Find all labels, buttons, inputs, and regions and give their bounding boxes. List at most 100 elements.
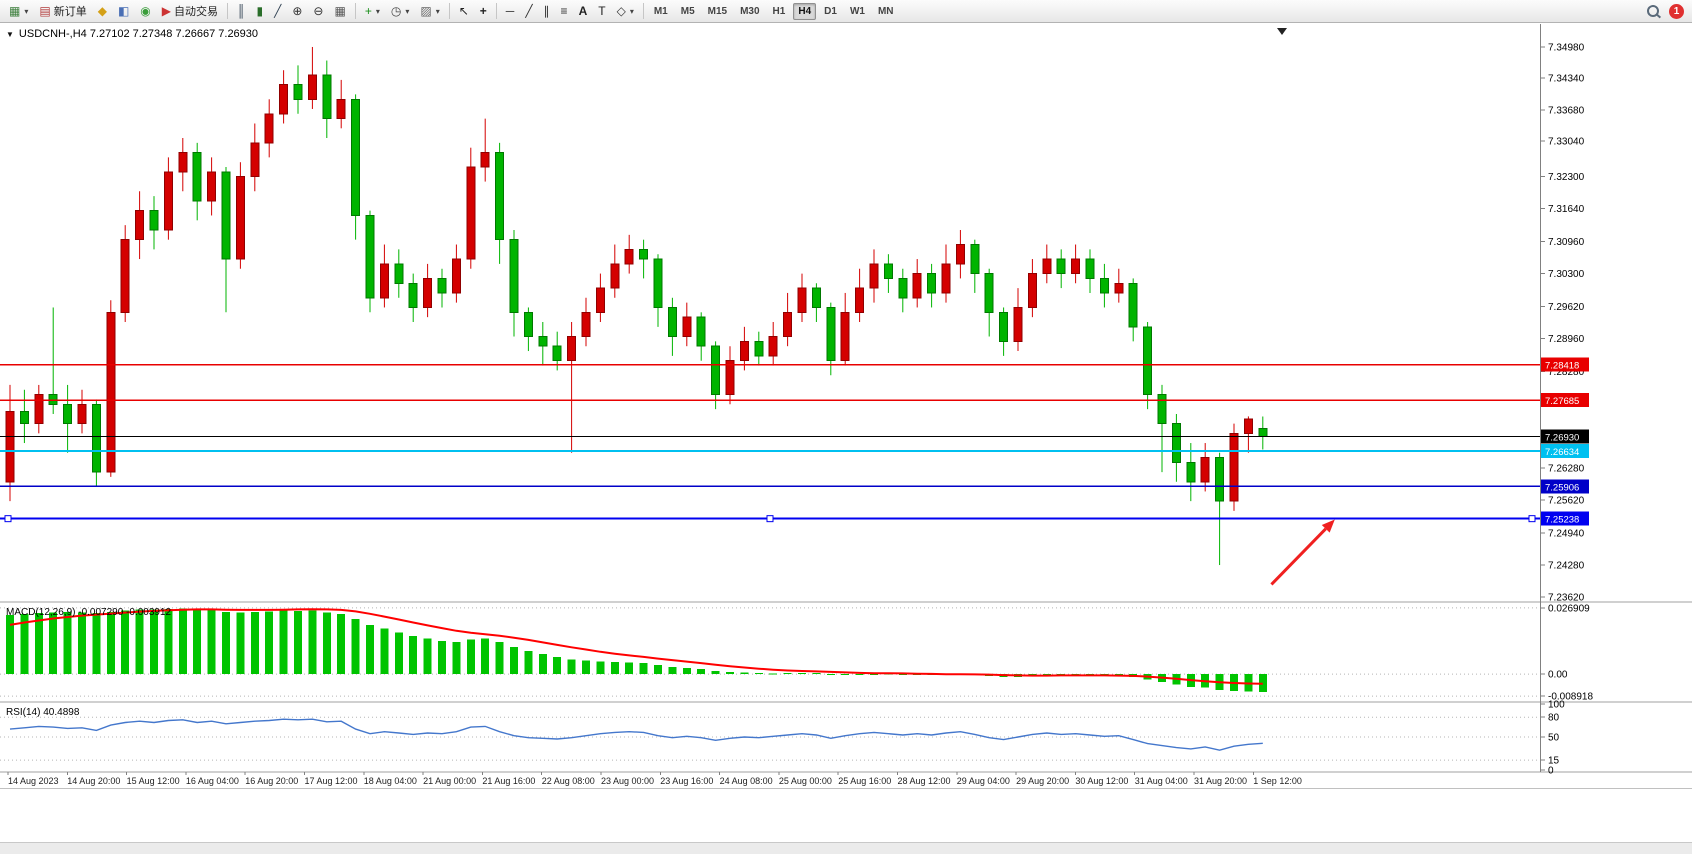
tf-mn-button[interactable]: MN bbox=[877, 5, 894, 17]
macd-signal-line bbox=[9, 608, 1263, 685]
macd-bar bbox=[265, 611, 274, 675]
candle-body bbox=[279, 84, 289, 115]
bar-chart-mode-button[interactable]: ║ bbox=[232, 1, 251, 22]
tf-h1-button[interactable]: H1 bbox=[772, 5, 786, 17]
price-badge-text: 7.26930 bbox=[1545, 433, 1579, 444]
chart-window: 7.34980 7.34340 7.33680 7.33040 7.32300 7.316… bbox=[0, 24, 1692, 790]
shapes-button[interactable]: ◇ ▾ bbox=[612, 1, 639, 22]
chart-window-button[interactable]: ▦ ▾ bbox=[4, 1, 33, 22]
chart-menu-icon[interactable]: ▼ bbox=[6, 29, 14, 39]
candle-body bbox=[1056, 258, 1066, 275]
svg-text:7.31640: 7.31640 bbox=[1548, 204, 1585, 215]
chart-shift-marker[interactable] bbox=[1277, 28, 1287, 35]
zoom-out-button[interactable]: ⊖ bbox=[308, 1, 328, 22]
crosshair-button[interactable]: + bbox=[475, 1, 492, 22]
svg-text:25 Aug 00:00: 25 Aug 00:00 bbox=[779, 776, 832, 786]
cursor-button[interactable]: ↖ bbox=[454, 1, 474, 22]
indicators-button[interactable]: + ▾ bbox=[360, 1, 385, 22]
new-order-button[interactable]: ▤ 新订单 bbox=[34, 1, 91, 22]
candle-body bbox=[595, 287, 605, 313]
candle-body bbox=[207, 171, 217, 202]
channel-button[interactable]: ∥ bbox=[539, 1, 555, 22]
candle-chart-mode-button[interactable]: ▮ bbox=[252, 1, 269, 22]
svg-text:100: 100 bbox=[1548, 700, 1565, 711]
tf-d1-button[interactable]: D1 bbox=[824, 5, 837, 17]
zoom-in-button[interactable]: ⊕ bbox=[287, 1, 307, 22]
svg-text:-0.008918: -0.008918 bbox=[1548, 692, 1593, 703]
svg-text:25 Aug 16:00: 25 Aug 16:00 bbox=[838, 776, 891, 786]
clock-icon: ◷ bbox=[390, 4, 402, 18]
hline-objects[interactable]: 7.28418 7.27685 7.26930 7.26634 7.25906 7.252… bbox=[0, 357, 1589, 526]
candle-body bbox=[826, 306, 836, 362]
horizontal-line-button[interactable]: ─ bbox=[501, 1, 520, 22]
text-label-button[interactable]: T bbox=[593, 1, 610, 22]
autotrade-button[interactable]: ▶ 自动交易 bbox=[157, 1, 223, 22]
macd-bar bbox=[855, 674, 864, 676]
candle-body bbox=[941, 263, 951, 294]
market-watch-button[interactable]: ◆ bbox=[93, 1, 112, 22]
svg-text:24 Aug 08:00: 24 Aug 08:00 bbox=[720, 776, 773, 786]
price-badge-text: 7.28418 bbox=[1545, 361, 1579, 372]
candle-body bbox=[178, 152, 188, 173]
macd-bar bbox=[697, 669, 706, 675]
tf-w1-button[interactable]: W1 bbox=[849, 5, 865, 17]
candle-body bbox=[840, 311, 850, 362]
candle-body bbox=[293, 84, 303, 100]
svg-text:7.29620: 7.29620 bbox=[1548, 302, 1585, 313]
macd-bar bbox=[524, 650, 533, 675]
trendline-button[interactable]: ╱ bbox=[520, 1, 537, 22]
candle-body bbox=[696, 316, 706, 347]
svg-text:29 Aug 20:00: 29 Aug 20:00 bbox=[1016, 776, 1069, 786]
candle-body bbox=[1143, 326, 1153, 396]
svg-text:31 Aug 04:00: 31 Aug 04:00 bbox=[1135, 776, 1188, 786]
macd-bar bbox=[654, 664, 662, 675]
svg-text:29 Aug 04:00: 29 Aug 04:00 bbox=[957, 776, 1010, 786]
trendline-icon: ╱ bbox=[525, 4, 533, 18]
text-button[interactable]: A bbox=[574, 1, 593, 22]
channel-icon: ∥ bbox=[543, 4, 550, 18]
notification-badge[interactable]: 1 bbox=[1669, 3, 1684, 19]
arrow-object[interactable] bbox=[1270, 519, 1335, 586]
candle-body bbox=[711, 345, 721, 396]
macd-bar bbox=[841, 674, 850, 676]
candle-body bbox=[682, 316, 692, 338]
fibonacci-icon: ≡ bbox=[560, 4, 568, 18]
candle-body bbox=[351, 98, 361, 216]
macd-bar bbox=[135, 609, 144, 675]
macd-bar bbox=[322, 612, 331, 675]
line-chart-mode-button[interactable]: ╱ bbox=[269, 1, 286, 22]
tf-m1-button[interactable]: M1 bbox=[653, 5, 668, 17]
search-icon[interactable] bbox=[1645, 3, 1661, 19]
periods-button[interactable]: ◷ ▾ bbox=[386, 1, 415, 22]
svg-text:7.26280: 7.26280 bbox=[1548, 464, 1585, 475]
macd-bar bbox=[610, 661, 619, 675]
tf-m5-button[interactable]: M5 bbox=[680, 5, 695, 17]
tile-windows-button[interactable]: ▦ bbox=[329, 1, 350, 22]
macd-bar bbox=[121, 610, 130, 675]
svg-text:15 Aug 12:00: 15 Aug 12:00 bbox=[127, 776, 180, 786]
macd-bar bbox=[6, 615, 14, 675]
macd-pane: 0.026909 0.00 -0.008918 bbox=[0, 603, 1593, 703]
macd-bar bbox=[582, 660, 590, 675]
svg-text:7.33040: 7.33040 bbox=[1548, 136, 1585, 147]
candle-body bbox=[48, 394, 58, 405]
svg-text:31 Aug 20:00: 31 Aug 20:00 bbox=[1194, 776, 1247, 786]
candle-body bbox=[984, 273, 994, 313]
svg-text:50: 50 bbox=[1548, 733, 1560, 744]
macd-bar bbox=[754, 673, 763, 675]
tf-m15-button[interactable]: M15 bbox=[707, 5, 728, 17]
chart-canvas[interactable]: 7.34980 7.34340 7.33680 7.33040 7.32300 7.316… bbox=[0, 24, 1692, 790]
tf-m30-button[interactable]: M30 bbox=[740, 5, 760, 17]
svg-text:7.34340: 7.34340 bbox=[1548, 73, 1585, 84]
price-badge-text: 7.27685 bbox=[1545, 396, 1579, 407]
line-handle bbox=[4, 515, 12, 523]
navigator-button[interactable]: ◧ bbox=[113, 1, 134, 22]
new-order-label: 新订单 bbox=[53, 6, 87, 18]
candle-body bbox=[1258, 427, 1268, 438]
templates-button[interactable]: ▨ ▾ bbox=[415, 1, 444, 22]
candle-body bbox=[581, 311, 591, 338]
terminal-button[interactable]: ◉ bbox=[135, 1, 155, 22]
tf-h4-button[interactable]: H4 bbox=[793, 2, 817, 20]
fibonacci-button[interactable]: ≡ bbox=[556, 1, 573, 22]
